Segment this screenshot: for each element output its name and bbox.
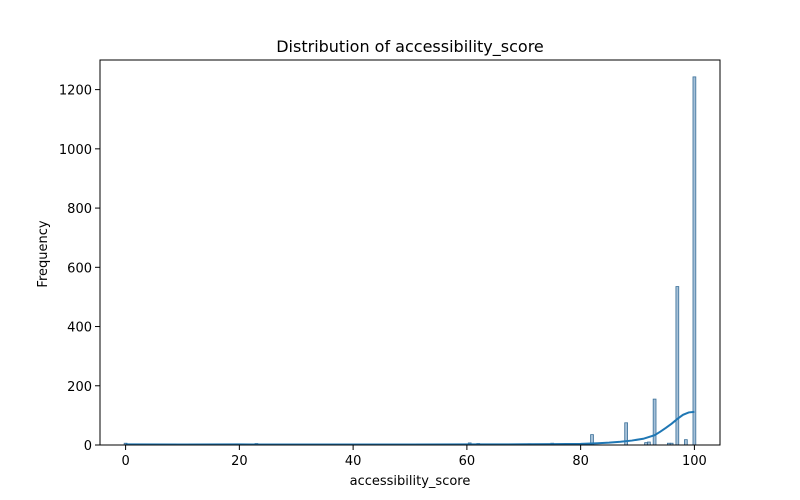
plot-frame	[99, 59, 721, 446]
y-tick-label: 1200	[59, 84, 92, 99]
x-tick-label: 100	[682, 454, 707, 469]
histogram-bar-10	[652, 398, 657, 446]
chart-title: Distribution of accessibility_score	[276, 37, 544, 57]
y-axis-ticks: 0 200 400 600 800 1000 1200	[59, 84, 100, 454]
y-tick-label: 1000	[59, 143, 92, 158]
x-tick-label: 0	[121, 454, 129, 469]
histogram-bar-14	[684, 439, 688, 446]
y-tick-label: 200	[67, 380, 92, 395]
x-tick-label: 40	[345, 454, 362, 469]
x-tick-label: 20	[231, 454, 248, 469]
y-tick-label: 800	[67, 202, 92, 217]
x-tick-label: 60	[459, 454, 476, 469]
y-axis-label: Frequency	[36, 220, 51, 287]
y-tick-label: 400	[67, 321, 92, 336]
y-tick-label: 0	[84, 439, 92, 454]
x-axis-label: accessibility_score	[350, 474, 471, 489]
x-tick-label: 80	[572, 454, 589, 469]
kde-curve	[125, 410, 695, 446]
histogram-bars	[123, 76, 697, 446]
kde-layer	[125, 410, 695, 446]
y-tick-label: 600	[67, 261, 92, 276]
x-axis-ticks: 0 20 40 60 80 100	[121, 445, 707, 469]
histogram-bar-15	[692, 76, 697, 446]
histogram-bar-13	[675, 286, 680, 446]
